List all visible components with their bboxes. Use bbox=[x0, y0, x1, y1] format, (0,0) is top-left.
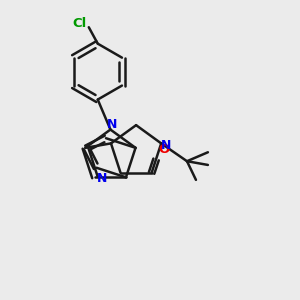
Text: N: N bbox=[160, 139, 171, 152]
Text: Cl: Cl bbox=[72, 17, 86, 30]
Text: N: N bbox=[107, 118, 117, 131]
Text: O: O bbox=[158, 143, 169, 156]
Text: N: N bbox=[96, 172, 107, 184]
